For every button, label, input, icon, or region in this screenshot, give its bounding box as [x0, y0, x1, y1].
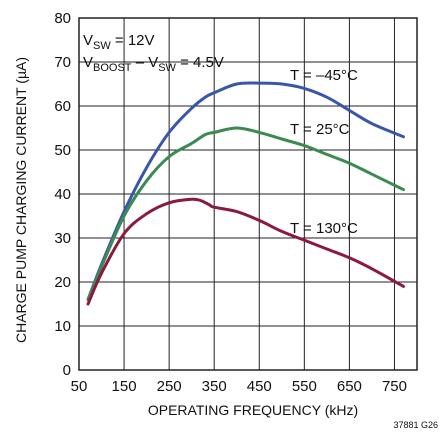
- conditions-annotation: VSW = 12V VBOOST – VSW = 4.5V: [83, 32, 224, 74]
- series-line-minus45: [86, 81, 405, 302]
- condition-vsw: VSW = 12V: [83, 32, 155, 52]
- x-tick-label: 650: [337, 378, 362, 395]
- y-tick-label: 10: [54, 318, 71, 335]
- series-layer: [86, 81, 405, 306]
- series-line-130: [86, 197, 405, 306]
- x-tick-label: 50: [71, 378, 88, 395]
- x-tick-label: 250: [157, 378, 182, 395]
- series-line-25: [86, 126, 405, 302]
- y-tick-label: 0: [63, 362, 71, 379]
- grid: [79, 18, 417, 370]
- series-label-25: T = 25°C: [290, 121, 350, 138]
- y-tick-label: 30: [54, 230, 71, 247]
- x-tick-label: 150: [112, 378, 137, 395]
- plot-frame: [78, 17, 418, 371]
- x-tick-label: 450: [247, 378, 272, 395]
- x-axis-title: OPERATING FREQUENCY (kHz): [148, 402, 358, 418]
- y-tick-label: 40: [54, 186, 71, 203]
- y-tick-label: 70: [54, 54, 71, 71]
- figure-id: 37881 G26: [393, 420, 438, 430]
- y-tick-label: 50: [54, 142, 71, 159]
- x-tick-label: 350: [202, 378, 227, 395]
- series-label-130: T = 130°C: [290, 220, 358, 237]
- x-tick-label: 750: [382, 378, 407, 395]
- x-tick-label: 550: [292, 378, 317, 395]
- tick-labels: 50 150 250 350 450 550 650 750 0 10 20 30 40 50 60 70 80: [54, 10, 407, 395]
- series-label-minus45: T = –45°C: [290, 67, 358, 84]
- y-tick-label: 80: [54, 10, 71, 27]
- y-axis-title: CHARGE PUMP CHARGING CURRENT (µA): [13, 57, 29, 343]
- y-tick-label: 60: [54, 98, 71, 115]
- condition-vboost: VBOOST – VSW = 4.5V: [83, 54, 224, 74]
- y-tick-label: 20: [54, 274, 71, 291]
